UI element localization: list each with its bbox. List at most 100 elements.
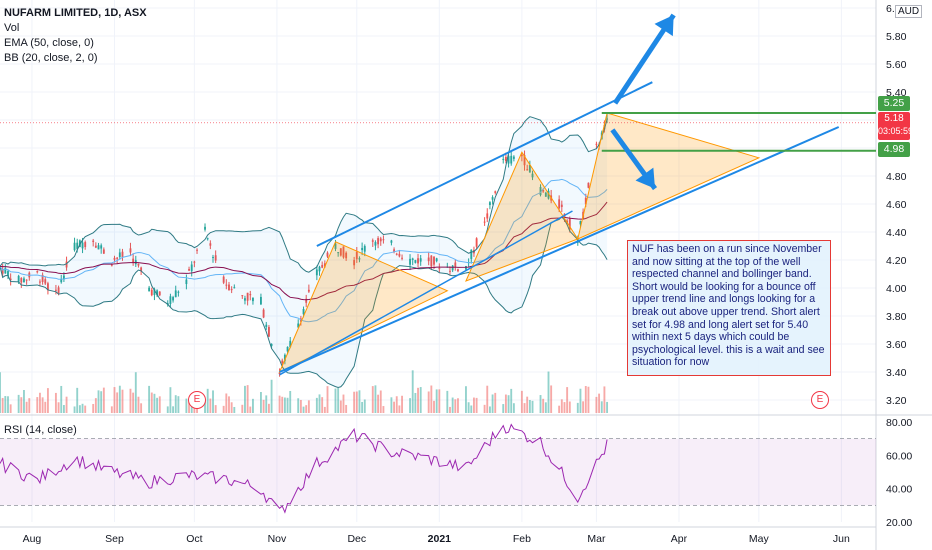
volume-bar (36, 397, 39, 413)
candle-body (470, 249, 473, 259)
candle-body (60, 278, 63, 283)
candle-body (382, 239, 385, 241)
volume-bar (20, 397, 23, 413)
candle-body (587, 182, 590, 188)
candle-body (361, 247, 364, 251)
earnings-mark[interactable]: E (811, 391, 829, 409)
candle-body (345, 252, 348, 259)
volume-bar (414, 392, 417, 413)
volume-bar (244, 385, 246, 413)
volume-bar (451, 397, 454, 413)
candle-body (438, 268, 441, 270)
candle-body (148, 287, 151, 292)
candle-body (363, 246, 366, 252)
volume-bar (558, 405, 561, 413)
candle-body (7, 271, 9, 276)
rsi-tick-label: 20.00 (886, 517, 912, 529)
volume-bar (504, 394, 507, 413)
volume-bar (28, 398, 31, 413)
price-tick-label: 4.80 (886, 171, 907, 183)
volume-bar (148, 385, 151, 413)
volume-bar (449, 406, 451, 413)
earnings-mark[interactable]: E (188, 391, 206, 409)
breakout-arrow-head (654, 15, 674, 37)
bollinger-fill (0, 116, 608, 388)
volume-bar (520, 390, 523, 413)
volume-bar (576, 402, 579, 413)
candle-body (241, 295, 244, 297)
volume-bar (598, 393, 601, 413)
volume-bar (137, 396, 140, 413)
candle-body (595, 143, 598, 145)
candle-body (44, 279, 47, 284)
bollinger-upper (0, 116, 608, 273)
candle-body (158, 291, 161, 296)
volume-bar (230, 402, 233, 413)
chart-legend: NUFARM LIMITED, 1D, ASX Vol EMA (50, clo… (4, 6, 147, 66)
volume-bar (379, 390, 382, 413)
volume-bar (78, 405, 81, 413)
volume-bar (265, 395, 268, 413)
volume-bar (206, 388, 209, 413)
price-tick-label: 5.60 (886, 59, 907, 71)
last-price-tag: 5.18 03:05:59 (878, 112, 914, 140)
candle-body (36, 271, 39, 273)
volume-bar (246, 385, 249, 413)
candle-body (488, 202, 491, 206)
volume-bar (222, 405, 225, 413)
time-tick-label: 2021 (428, 533, 452, 545)
symbol-title: NUFARM LIMITED, 1D, ASX (4, 7, 147, 19)
channel-line-lower (279, 126, 840, 373)
volume-bar (600, 401, 603, 413)
candle-body (374, 242, 377, 246)
bounce-arrow-head (635, 167, 656, 189)
volume-bar (118, 385, 121, 413)
candle-body (102, 249, 105, 254)
legend-ema: EMA (50, close, 0) (4, 37, 94, 49)
volume-bar (39, 392, 41, 413)
rsi-band (0, 438, 876, 506)
volume-bar (531, 400, 534, 413)
volume-bar (371, 386, 374, 413)
candle-body (483, 221, 486, 223)
volume-bar (526, 396, 529, 413)
candle-body (302, 309, 305, 315)
volume-bar (398, 405, 401, 413)
volume-bar (62, 405, 65, 413)
inner-trend-line (279, 210, 573, 376)
volume-bar (395, 396, 398, 413)
candle-body (25, 279, 28, 281)
volume-bar (507, 395, 510, 413)
analysis-note[interactable]: NUF has been on a run since November and… (627, 240, 831, 376)
price-tick-label: 3.40 (886, 367, 907, 379)
volume-bar (100, 391, 103, 413)
time-tick-label: Feb (513, 533, 531, 545)
volume-bar (542, 398, 545, 413)
price-tick-label: 4.40 (886, 227, 907, 239)
price-tick-label: 3.80 (886, 311, 907, 323)
candle-body (188, 269, 190, 271)
candle-body (196, 249, 198, 251)
candle-body (558, 199, 561, 209)
volume-bar (214, 405, 217, 413)
candle-body (305, 298, 308, 303)
volume-bar (54, 392, 57, 413)
volume-bar (467, 402, 470, 413)
volume-bar (204, 399, 206, 413)
volume-bar (401, 395, 403, 413)
candle-body (449, 270, 451, 272)
volume-bar (318, 394, 321, 413)
candle-body (579, 221, 582, 225)
volume-bar (584, 386, 587, 413)
volume-bar (307, 400, 310, 413)
candle-body (174, 290, 177, 298)
countdown-timer: 03:05:59 (878, 126, 914, 136)
candle-body (283, 354, 286, 361)
volume-bar (44, 401, 47, 413)
candle-body (244, 298, 246, 301)
volume-bar (185, 398, 188, 413)
candle-body (454, 262, 457, 267)
candle-body (560, 204, 563, 207)
lower-alert-tag: 4.98 (878, 142, 910, 157)
